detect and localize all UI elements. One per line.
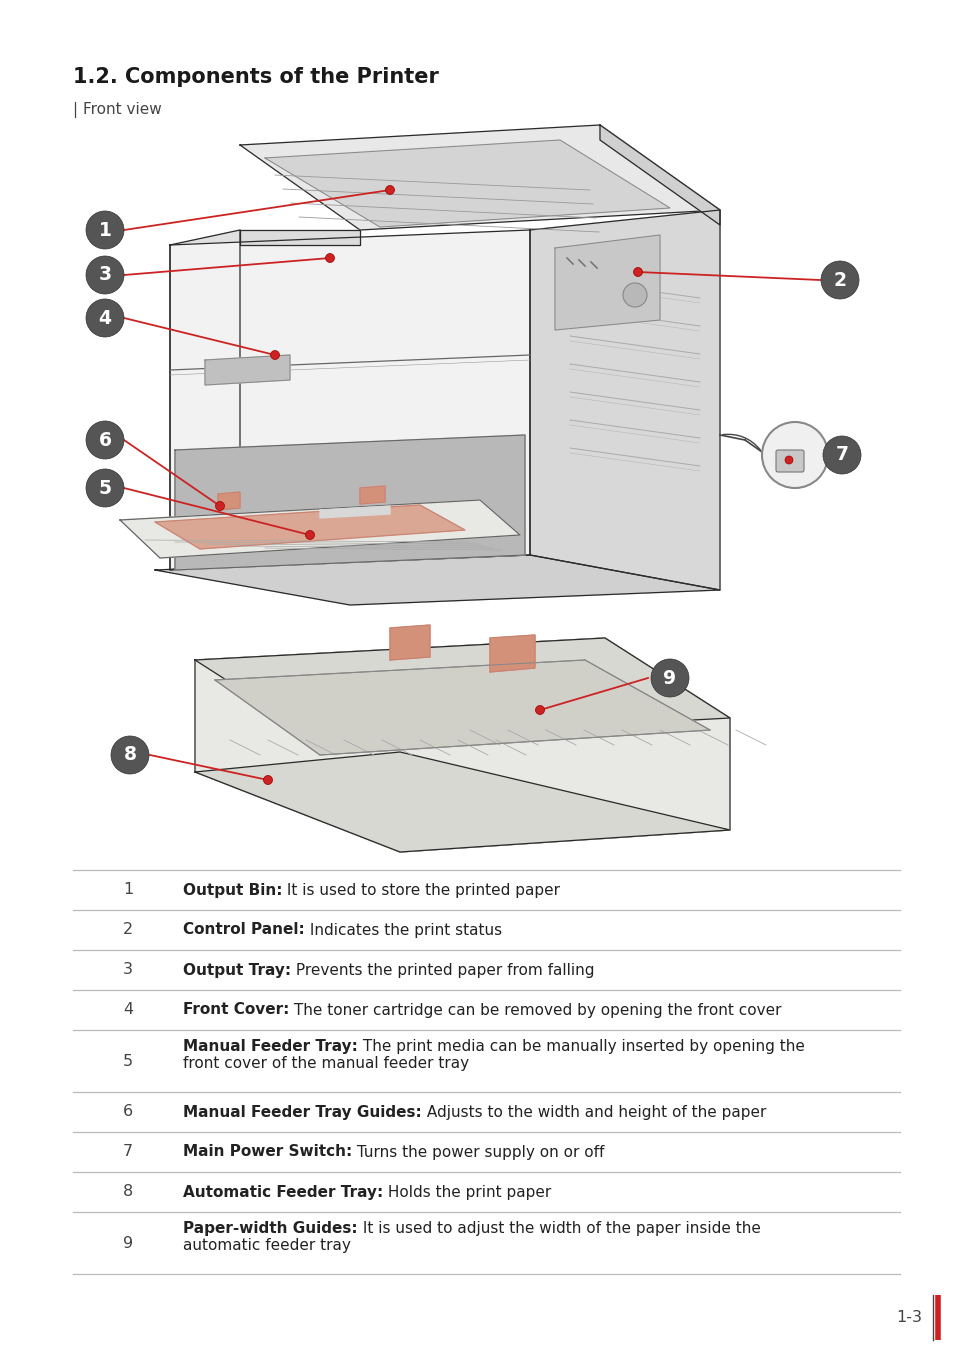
Circle shape [215, 501, 224, 510]
Polygon shape [319, 506, 390, 518]
Text: 8: 8 [123, 1184, 133, 1200]
Text: It is used to store the printed paper: It is used to store the printed paper [282, 883, 560, 898]
Text: Output Tray:: Output Tray: [183, 963, 291, 977]
Circle shape [271, 351, 279, 359]
Circle shape [821, 261, 858, 298]
Polygon shape [205, 355, 290, 385]
Polygon shape [154, 505, 464, 549]
Polygon shape [240, 230, 359, 244]
Polygon shape [170, 230, 530, 570]
Circle shape [86, 256, 124, 294]
Text: 4: 4 [123, 1003, 132, 1018]
Circle shape [650, 659, 688, 697]
Text: 3: 3 [123, 963, 132, 977]
Text: 1: 1 [123, 883, 133, 898]
Text: The print media can be manually inserted by opening the: The print media can be manually inserted… [357, 1040, 804, 1054]
Polygon shape [359, 486, 385, 504]
Circle shape [535, 706, 544, 714]
Polygon shape [390, 625, 430, 660]
Text: 7: 7 [123, 1145, 132, 1160]
Polygon shape [120, 500, 519, 558]
Circle shape [385, 185, 395, 194]
Text: 2: 2 [833, 270, 845, 289]
Text: Turns the power supply on or off: Turns the power supply on or off [352, 1145, 604, 1160]
Text: The toner cartridge can be removed by opening the front cover: The toner cartridge can be removed by op… [289, 1003, 781, 1018]
Text: Output Bin:: Output Bin: [183, 883, 282, 898]
Polygon shape [214, 660, 709, 755]
Circle shape [86, 421, 124, 459]
Text: It is used to adjust the width of the paper inside the: It is used to adjust the width of the pa… [357, 1220, 760, 1237]
Polygon shape [555, 235, 659, 329]
Text: 5: 5 [98, 478, 112, 498]
Text: 1-3: 1-3 [895, 1310, 921, 1324]
Text: 6: 6 [123, 1104, 132, 1119]
Circle shape [822, 436, 861, 474]
Text: Paper-width Guides:: Paper-width Guides: [183, 1220, 357, 1237]
Circle shape [325, 254, 335, 262]
Text: Control Panel:: Control Panel: [183, 922, 304, 937]
Text: 3: 3 [98, 266, 112, 285]
Text: 9: 9 [123, 1235, 132, 1250]
Text: Prevents the printed paper from falling: Prevents the printed paper from falling [291, 963, 594, 977]
Text: Main Power Switch:: Main Power Switch: [183, 1145, 352, 1160]
Circle shape [111, 736, 149, 774]
Polygon shape [265, 140, 669, 227]
Polygon shape [490, 634, 535, 672]
Text: | Front view: | Front view [73, 103, 162, 117]
Text: Manual Feeder Tray:: Manual Feeder Tray: [183, 1040, 357, 1054]
FancyBboxPatch shape [775, 450, 803, 472]
Text: 2: 2 [123, 922, 132, 937]
Circle shape [86, 298, 124, 338]
Polygon shape [599, 126, 720, 225]
Polygon shape [194, 639, 729, 852]
Polygon shape [218, 491, 240, 510]
Text: 1.2. Components of the Printer: 1.2. Components of the Printer [73, 68, 438, 86]
Polygon shape [174, 435, 524, 570]
Circle shape [86, 211, 124, 248]
Text: 7: 7 [835, 446, 847, 464]
Polygon shape [530, 211, 720, 590]
Polygon shape [240, 126, 720, 230]
Polygon shape [170, 230, 240, 570]
Text: Front Cover:: Front Cover: [183, 1003, 289, 1018]
Text: automatic feeder tray: automatic feeder tray [183, 1238, 351, 1253]
Text: front cover of the manual feeder tray: front cover of the manual feeder tray [183, 1056, 469, 1071]
Circle shape [305, 531, 314, 540]
Circle shape [263, 775, 273, 784]
Circle shape [633, 267, 641, 277]
Text: Indicates the print status: Indicates the print status [304, 922, 501, 937]
Circle shape [784, 456, 792, 464]
Text: Holds the print paper: Holds the print paper [383, 1184, 551, 1200]
Polygon shape [194, 639, 729, 740]
Text: Automatic Feeder Tray:: Automatic Feeder Tray: [183, 1184, 383, 1200]
Polygon shape [194, 752, 729, 852]
Circle shape [822, 451, 832, 459]
Polygon shape [154, 555, 720, 605]
Circle shape [86, 468, 124, 508]
Text: 5: 5 [123, 1053, 132, 1068]
Text: 4: 4 [98, 309, 112, 328]
Text: 1: 1 [98, 220, 112, 239]
Text: Manual Feeder Tray Guides:: Manual Feeder Tray Guides: [183, 1104, 421, 1119]
Circle shape [761, 423, 827, 487]
Text: 6: 6 [98, 431, 112, 450]
Text: 9: 9 [662, 668, 676, 687]
Text: 8: 8 [123, 745, 136, 764]
Circle shape [622, 284, 646, 306]
Text: Adjusts to the width and height of the paper: Adjusts to the width and height of the p… [421, 1104, 765, 1119]
